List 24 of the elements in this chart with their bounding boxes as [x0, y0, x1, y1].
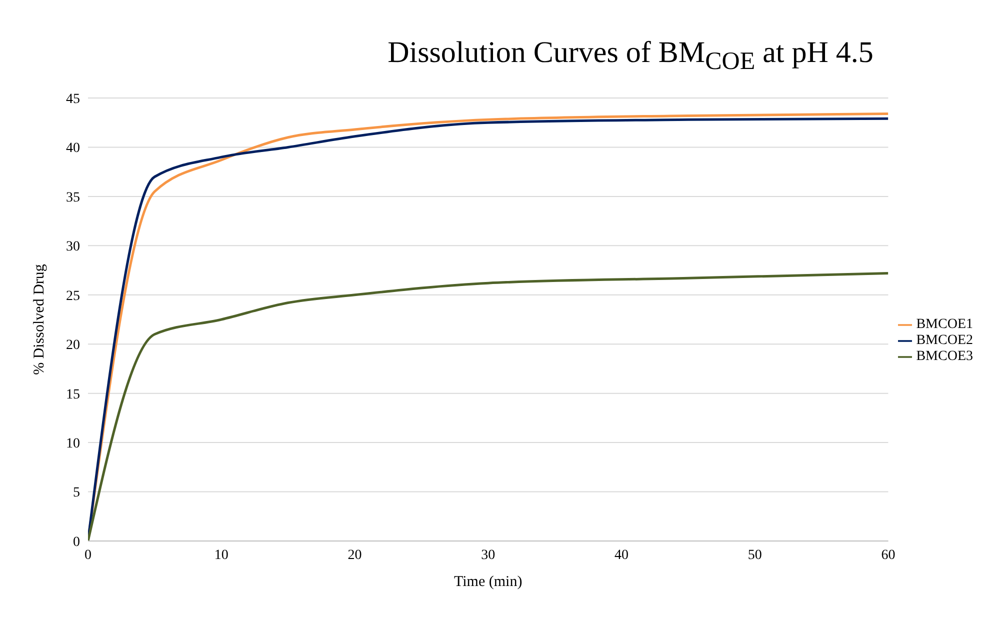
legend-label: BMCOE2	[916, 333, 973, 348]
line-series	[88, 272, 888, 541]
x-tick-label: 60	[881, 548, 896, 563]
y-tick-label: 15	[66, 387, 80, 402]
x-tick-label: 50	[748, 548, 762, 563]
y-tick-label: 10	[66, 436, 80, 452]
y-axis-title: % Dissolved Drug	[31, 264, 48, 375]
x-tick-label: 40	[614, 548, 628, 563]
y-tick-label: 40	[66, 141, 80, 156]
legend-label: BMCOE1	[916, 317, 973, 332]
x-tick-label: 10	[214, 548, 228, 563]
y-tick-label: 45	[66, 92, 80, 107]
y-tick-label: 0	[73, 534, 80, 550]
x-axis-title: Time (min)	[454, 574, 522, 590]
y-tick-label: 20	[66, 338, 80, 354]
y-tick-label: 30	[66, 240, 80, 255]
x-tick-label: 20	[348, 548, 362, 563]
y-tick-label: 5	[73, 486, 80, 501]
x-tick-label: 0	[84, 548, 92, 563]
chart-title: Dissolution Curves of BM$_{COE}$ at pH 4.5	[386, 35, 874, 77]
y-tick-label: 35	[66, 190, 80, 206]
legend-label: BMCOE3	[916, 349, 973, 364]
x-tick-label: 30	[481, 548, 496, 563]
y-tick-label: 25	[66, 288, 80, 304]
